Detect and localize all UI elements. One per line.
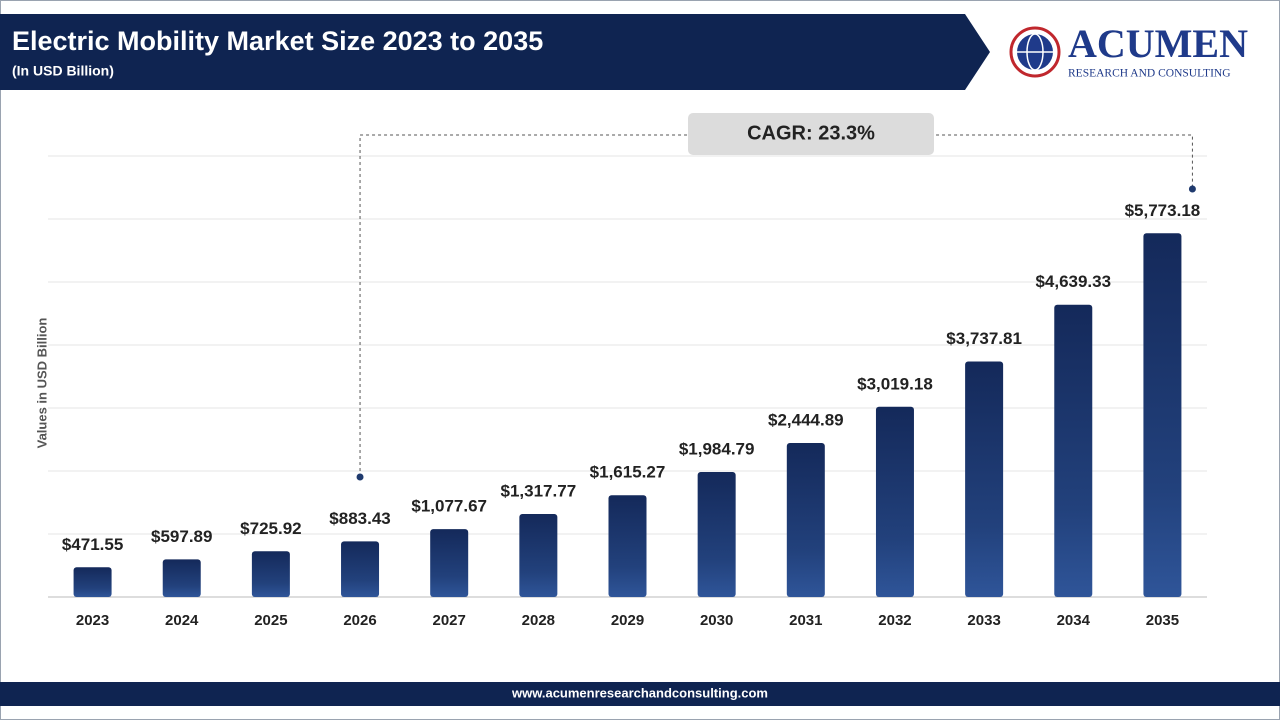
x-tick-label: 2027 xyxy=(433,612,466,629)
bar xyxy=(73,567,112,597)
x-tick-label: 2030 xyxy=(700,612,733,629)
data-label: $725.92 xyxy=(240,519,301,538)
data-label: $1,077.67 xyxy=(411,497,487,516)
logo-name: ACUMEN xyxy=(1068,21,1248,66)
logo-tagline: RESEARCH AND CONSULTING xyxy=(1068,68,1231,80)
chart-title: Electric Mobility Market Size 2023 to 20… xyxy=(12,26,543,56)
cagr-box xyxy=(688,113,934,155)
bar xyxy=(519,513,558,597)
bar xyxy=(697,471,736,597)
x-tick-label: 2035 xyxy=(1146,612,1179,629)
cagr-label: CAGR: 23.3% xyxy=(747,122,875,144)
data-label: $2,444.89 xyxy=(768,410,844,429)
x-tick-label: 2023 xyxy=(76,612,109,629)
footer-bar xyxy=(0,682,1280,706)
data-label: $5,773.18 xyxy=(1125,201,1201,220)
bar xyxy=(162,559,201,597)
bar xyxy=(875,406,914,597)
bar xyxy=(786,442,825,597)
logo-ring xyxy=(1009,26,1061,78)
x-tick-label: 2034 xyxy=(1057,612,1091,629)
data-label: $3,019.18 xyxy=(857,374,933,393)
data-label: $1,615.27 xyxy=(590,463,666,482)
data-label: $471.55 xyxy=(62,535,123,554)
x-tick-label: 2031 xyxy=(789,612,822,629)
data-label: $883.43 xyxy=(329,509,390,528)
cagr-dot xyxy=(1188,185,1196,193)
y-axis-label: Values in USD Billion xyxy=(34,318,49,449)
x-tick-label: 2026 xyxy=(343,612,376,629)
x-tick-label: 2033 xyxy=(967,612,1000,629)
cagr-dot xyxy=(356,473,364,481)
logo: ACUMEN RESEARCH AND CONSULTING xyxy=(1009,21,1248,80)
footer-url: www.acumenresearchandconsulting.com xyxy=(511,685,768,700)
data-label: $1,984.79 xyxy=(679,439,755,458)
header-banner xyxy=(0,14,990,90)
plot-area: $471.55 2023 $597.89 2024 $725.92 2025 $883.43… xyxy=(48,113,1207,629)
bar xyxy=(251,551,290,597)
bar xyxy=(1143,233,1182,597)
bar xyxy=(1054,304,1093,597)
bar xyxy=(608,495,647,597)
bar xyxy=(430,529,469,597)
bar xyxy=(341,541,380,597)
data-label: $4,639.33 xyxy=(1035,272,1111,291)
chart-subtitle: (In USD Billion) xyxy=(12,63,114,79)
x-tick-label: 2025 xyxy=(254,612,287,629)
data-label: $3,737.81 xyxy=(946,329,1022,348)
data-label: $597.89 xyxy=(151,527,212,546)
x-tick-label: 2029 xyxy=(611,612,644,629)
bar xyxy=(965,361,1004,597)
x-tick-label: 2028 xyxy=(522,612,555,629)
x-tick-label: 2024 xyxy=(165,612,199,629)
x-tick-label: 2032 xyxy=(878,612,911,629)
data-label: $1,317.77 xyxy=(501,481,577,500)
